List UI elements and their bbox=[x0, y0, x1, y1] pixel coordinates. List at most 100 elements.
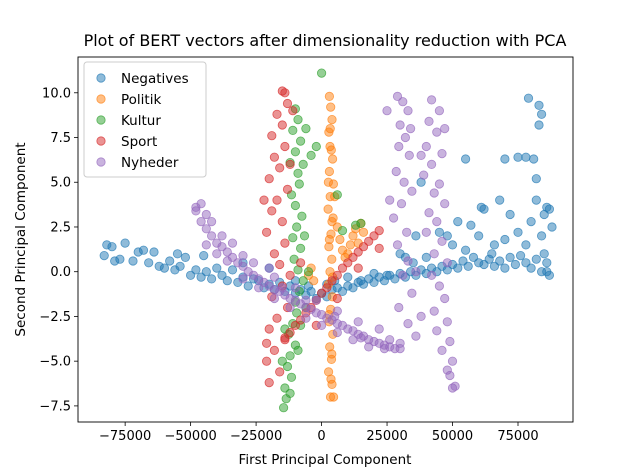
scatter-point bbox=[288, 106, 298, 116]
legend-marker bbox=[96, 73, 106, 83]
scatter-point bbox=[275, 259, 285, 270]
scatter-point bbox=[115, 254, 125, 264]
scatter-point bbox=[227, 238, 238, 248]
scatter-point bbox=[476, 202, 486, 212]
y-tick-label: −2.5 bbox=[39, 310, 71, 325]
scatter-point bbox=[254, 283, 264, 293]
scatter-point bbox=[521, 152, 531, 162]
scatter-point bbox=[396, 199, 407, 209]
scatter-point bbox=[280, 333, 290, 343]
scatter-point bbox=[447, 240, 458, 250]
x-axis-ticks: −75000 −50000 −25000 0 25000 50000 75000 bbox=[99, 422, 539, 444]
scatter-point bbox=[267, 131, 277, 141]
scatter-point bbox=[292, 222, 302, 232]
scatter-point bbox=[474, 231, 484, 241]
scatter-point bbox=[323, 177, 333, 187]
scatter-point bbox=[434, 179, 444, 189]
scatter-point bbox=[434, 227, 444, 237]
scatter-point bbox=[264, 174, 274, 184]
series-kultur bbox=[277, 68, 366, 413]
scatter-point bbox=[432, 326, 442, 336]
scatter-point bbox=[453, 217, 463, 227]
scatter-point bbox=[407, 186, 417, 196]
scatter-point bbox=[407, 288, 417, 298]
x-tick-label: −25000 bbox=[230, 429, 282, 444]
scatter-point bbox=[290, 147, 300, 157]
scatter-point bbox=[144, 258, 154, 268]
scatter-point bbox=[327, 254, 337, 264]
scatter-point bbox=[269, 249, 279, 259]
points-layer bbox=[99, 68, 557, 413]
scatter-point bbox=[513, 227, 523, 237]
scatter-point bbox=[424, 116, 434, 127]
scatter-point bbox=[382, 270, 392, 280]
scatter-point bbox=[191, 265, 201, 275]
scatter-point bbox=[343, 272, 353, 282]
scatter-point bbox=[295, 136, 306, 146]
scatter-point bbox=[445, 370, 455, 381]
scatter-point bbox=[222, 256, 232, 266]
scatter-point bbox=[212, 263, 222, 273]
scatter-point bbox=[299, 231, 310, 241]
scatter-point bbox=[419, 170, 429, 180]
scatter-point bbox=[453, 263, 463, 273]
x-tick-label: 75000 bbox=[497, 429, 538, 444]
scatter-point bbox=[238, 274, 248, 284]
scatter-point bbox=[421, 141, 431, 152]
scatter-point bbox=[348, 335, 358, 345]
scatter-point bbox=[400, 132, 410, 143]
scatter-point bbox=[487, 249, 497, 259]
scatter-point bbox=[280, 141, 290, 152]
scatter-point bbox=[442, 317, 452, 327]
scatter-point bbox=[326, 102, 336, 112]
scatter-point bbox=[180, 252, 190, 262]
legend-label: Negatives bbox=[121, 71, 189, 87]
legend-label: Nyheder bbox=[121, 155, 179, 171]
scatter-point bbox=[332, 293, 342, 304]
scatter-point bbox=[374, 324, 384, 334]
scatter-point bbox=[159, 263, 169, 273]
scatter-point bbox=[311, 141, 321, 152]
scatter-point bbox=[327, 115, 337, 125]
scatter-point bbox=[316, 68, 327, 78]
scatter-point bbox=[306, 150, 316, 160]
scatter-point bbox=[261, 356, 272, 366]
scatter-point bbox=[282, 98, 293, 109]
scatter-point bbox=[382, 106, 392, 116]
scatter-point bbox=[248, 258, 259, 268]
scatter-point bbox=[332, 190, 342, 200]
scatter-point bbox=[323, 204, 333, 214]
scatter-point bbox=[207, 217, 217, 227]
series-nyheder bbox=[191, 91, 460, 393]
scatter-point bbox=[374, 226, 384, 236]
scatter-point bbox=[261, 227, 272, 237]
scatter-point bbox=[500, 263, 510, 273]
scatter-point bbox=[332, 270, 342, 280]
scatter-point bbox=[298, 159, 308, 169]
scatter-point bbox=[285, 388, 295, 398]
scatter-point bbox=[434, 106, 444, 116]
scatter-point bbox=[463, 261, 473, 271]
scatter-point bbox=[337, 226, 348, 236]
y-tick-label: −7.5 bbox=[39, 399, 71, 414]
scatter-point bbox=[222, 276, 232, 286]
scatter-point bbox=[264, 263, 274, 273]
scatter-point bbox=[460, 245, 471, 255]
scatter-point bbox=[424, 208, 434, 218]
scatter-point bbox=[298, 276, 308, 286]
scatter-point bbox=[295, 243, 306, 253]
scatter-point bbox=[286, 372, 297, 382]
scatter-point bbox=[326, 374, 336, 384]
scatter-point bbox=[544, 270, 555, 280]
scatter-point bbox=[411, 231, 421, 241]
scatter-point bbox=[264, 377, 274, 388]
scatter-point bbox=[521, 240, 531, 250]
scatter-point bbox=[328, 392, 339, 402]
scatter-point bbox=[531, 254, 541, 264]
legend-marker bbox=[96, 157, 106, 167]
scatter-point bbox=[303, 267, 314, 277]
scatter-point bbox=[301, 313, 311, 323]
scatter-point bbox=[272, 109, 282, 119]
scatter-point bbox=[429, 249, 439, 259]
scatter-point bbox=[460, 154, 471, 164]
